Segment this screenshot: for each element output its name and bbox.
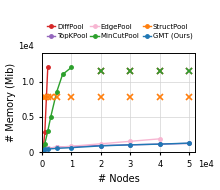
- Y-axis label: # Memory (Mib): # Memory (Mib): [6, 63, 16, 142]
- TopKPool: [100, 144, 102, 147]
- TopKPool: [129, 144, 132, 146]
- Line: EdgePool: EdgePool: [42, 137, 162, 151]
- MinCutPool: [61, 73, 64, 76]
- EdgePool: [46, 147, 49, 150]
- MinCutPool: [42, 148, 45, 150]
- MinCutPool: [44, 143, 46, 145]
- GMT (Ours): [42, 149, 45, 151]
- EdgePool: [159, 138, 161, 140]
- Line: GMT (Ours): GMT (Ours): [42, 141, 191, 151]
- GMT (Ours): [46, 148, 49, 150]
- MinCutPool: [50, 116, 52, 118]
- Line: TopKPool: TopKPool: [42, 142, 191, 151]
- MinCutPool: [55, 91, 58, 93]
- DiffPool: [42, 146, 45, 148]
- DiffPool: [46, 66, 49, 69]
- GMT (Ours): [55, 147, 58, 150]
- X-axis label: # Nodes: # Nodes: [98, 174, 139, 184]
- GMT (Ours): [100, 145, 102, 147]
- EdgePool: [70, 145, 73, 147]
- GMT (Ours): [129, 144, 132, 146]
- MinCutPool: [46, 130, 49, 132]
- TopKPool: [159, 143, 161, 145]
- GMT (Ours): [44, 148, 46, 150]
- TopKPool: [70, 146, 73, 148]
- EdgePool: [129, 140, 132, 142]
- EdgePool: [100, 143, 102, 145]
- TopKPool: [42, 148, 45, 150]
- EdgePool: [44, 148, 46, 150]
- TopKPool: [46, 147, 49, 149]
- Legend: DiffPool, TopKPool, EdgePool, MinCutPool, StructPool, GMT (Ours): DiffPool, TopKPool, EdgePool, MinCutPool…: [45, 22, 194, 41]
- DiffPool: [44, 131, 46, 134]
- Line: DiffPool: DiffPool: [42, 66, 50, 149]
- Text: 1e4: 1e4: [198, 160, 214, 169]
- TopKPool: [188, 142, 191, 145]
- GMT (Ours): [159, 143, 161, 145]
- MinCutPool: [70, 66, 73, 69]
- TopKPool: [55, 146, 58, 148]
- TopKPool: [44, 148, 46, 150]
- Text: 1e4: 1e4: [18, 42, 34, 51]
- Line: MinCutPool: MinCutPool: [42, 66, 73, 150]
- EdgePool: [55, 146, 58, 148]
- GMT (Ours): [70, 146, 73, 149]
- GMT (Ours): [188, 142, 191, 144]
- EdgePool: [42, 148, 45, 150]
